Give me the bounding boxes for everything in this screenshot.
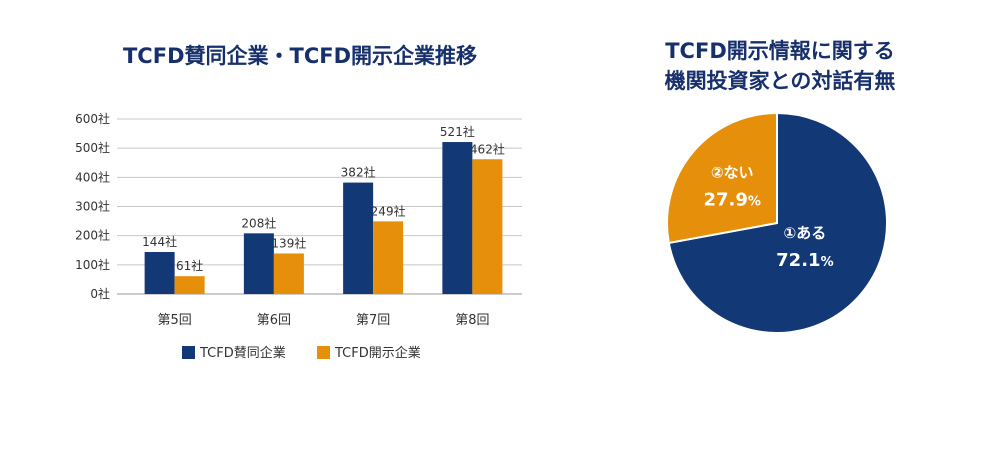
legend-label-1: TCFD開示企業 xyxy=(334,345,421,361)
x-category-label-1: 第6回 xyxy=(257,313,291,328)
data-label-kaiji-0: 61社 xyxy=(176,258,203,273)
bar-sandou-3 xyxy=(442,142,473,294)
bar-chart-title: TCFD賛同企業・TCFD開示企業推移 xyxy=(122,44,478,68)
x-category-label-2: 第7回 xyxy=(356,313,390,328)
x-category-label-3: 第8回 xyxy=(455,313,489,328)
legend-swatch-0 xyxy=(182,346,195,359)
bar-sandou-0 xyxy=(144,252,175,294)
y-tick-label-100: 100社 xyxy=(75,257,110,272)
data-label-sandou-3: 521社 xyxy=(440,124,475,139)
data-label-kaiji-2: 249社 xyxy=(371,203,406,218)
data-label-sandou-2: 382社 xyxy=(341,165,376,180)
bar-kaiji-3 xyxy=(472,159,503,294)
pie-slice-1 xyxy=(666,111,778,245)
y-tick-label-600: 600社 xyxy=(75,111,110,126)
bar-sandou-2 xyxy=(343,182,374,294)
legend-label-0: TCFD賛同企業 xyxy=(199,345,286,361)
pie-title-line-1: TCFD開示情報に関する xyxy=(665,39,895,63)
pie-slice-value-0: 72.1% xyxy=(776,250,833,271)
y-tick-label-200: 200社 xyxy=(75,228,110,243)
bar-kaiji-2 xyxy=(373,221,404,294)
data-label-kaiji-1: 139社 xyxy=(271,235,306,250)
legend-swatch-1 xyxy=(317,346,330,359)
pie-slice-value-1: 27.9% xyxy=(703,190,760,211)
bar-kaiji-1 xyxy=(273,253,304,294)
y-tick-label-400: 400社 xyxy=(75,169,110,184)
y-tick-label-300: 300社 xyxy=(75,199,110,214)
pie-title-line-2: 機関投資家との対話有無 xyxy=(664,69,896,93)
bar-kaiji-0 xyxy=(174,276,205,294)
x-category-label-0: 第5回 xyxy=(157,313,191,328)
pie-slice-label-1: ②ない xyxy=(711,164,754,182)
data-label-sandou-1: 208社 xyxy=(241,215,276,230)
pie-slice-label-0: ①ある xyxy=(784,224,827,242)
bar-sandou-1 xyxy=(243,233,274,294)
y-tick-label-500: 500社 xyxy=(75,140,110,155)
data-label-sandou-0: 144社 xyxy=(142,234,177,249)
data-label-kaiji-3: 462社 xyxy=(470,141,505,156)
y-tick-label-0: 0社 xyxy=(90,286,110,301)
pie-chart-title: TCFD開示情報に関する 機関投資家との対話有無 xyxy=(600,36,960,96)
